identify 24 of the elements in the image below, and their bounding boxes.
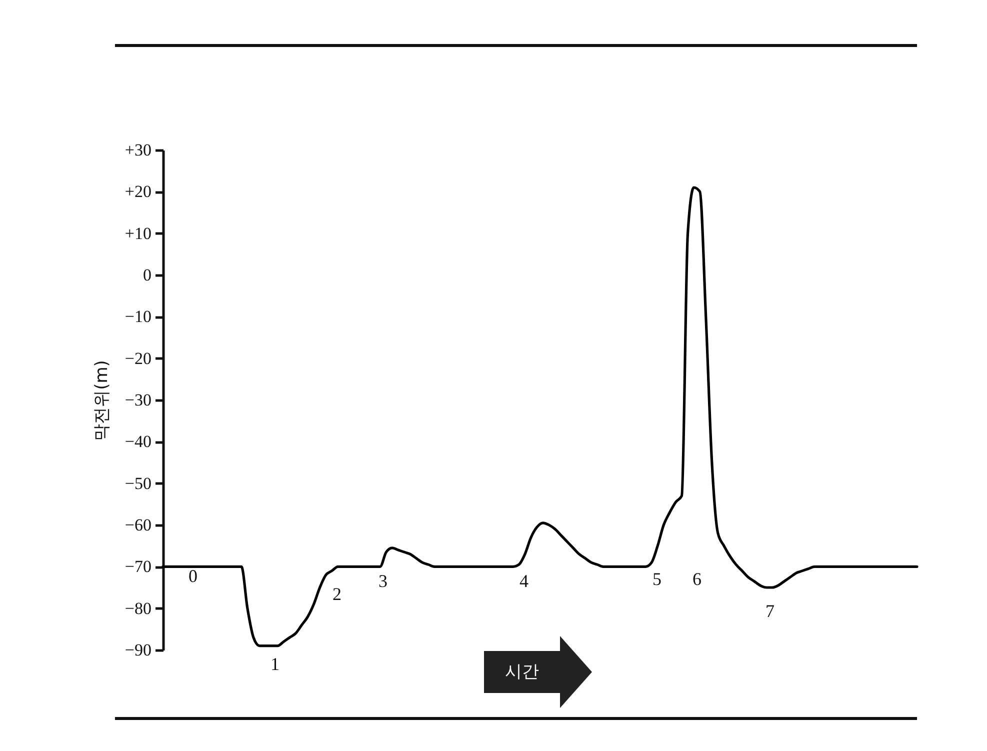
annotation: 6 bbox=[692, 569, 702, 589]
y-tick-label: +20 bbox=[124, 182, 152, 202]
y-tick-label: −90 bbox=[124, 640, 152, 660]
y-tick-label: 0 bbox=[143, 266, 152, 284]
annotation: 7 bbox=[766, 601, 774, 621]
y-tick-label: −20 bbox=[124, 348, 152, 368]
annotation: 5 bbox=[652, 569, 662, 589]
y-tick-label: +10 bbox=[124, 224, 152, 243]
x-axis-title: 시간 bbox=[504, 661, 540, 684]
y-tick-label: −50 bbox=[124, 474, 152, 493]
annotation: 2 bbox=[332, 584, 342, 604]
annotation: 4 bbox=[520, 571, 528, 591]
annotation: 3 bbox=[378, 571, 388, 591]
line-series bbox=[162, 186, 918, 648]
y-tick-label: −80 bbox=[124, 598, 152, 618]
y-tick-label: −70 bbox=[124, 557, 152, 576]
y-axis-title: 막전위(m) bbox=[92, 360, 112, 441]
y-tick-label: +30 bbox=[124, 140, 152, 160]
y-tick-label: −10 bbox=[124, 307, 152, 326]
annotation: 0 bbox=[188, 566, 198, 586]
y-tick-label: −30 bbox=[124, 390, 152, 410]
y-tick-label: −40 bbox=[124, 432, 152, 452]
y-tick-label: −60 bbox=[124, 516, 152, 534]
text: 1 bbox=[270, 654, 280, 674]
